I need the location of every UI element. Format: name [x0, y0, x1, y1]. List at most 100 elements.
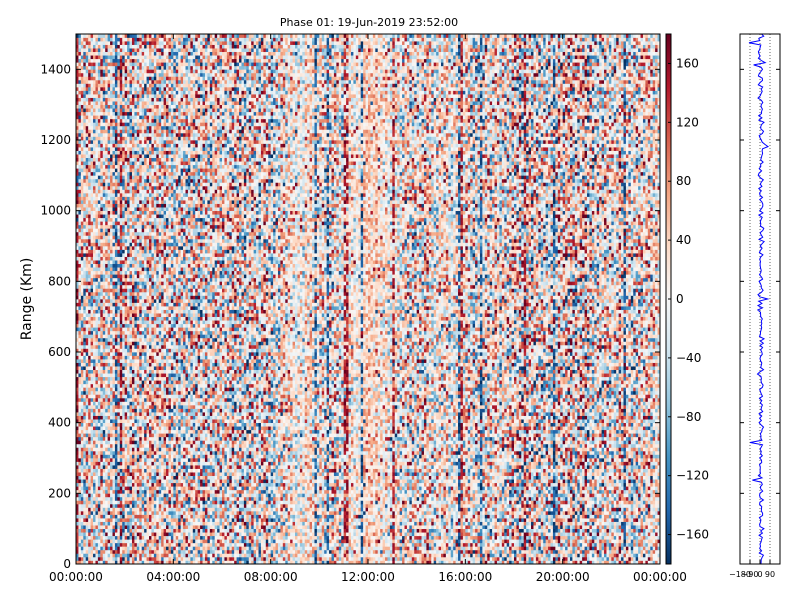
heatmap-cell	[114, 140, 118, 144]
heatmap-cell	[93, 521, 96, 526]
heatmap-cell	[80, 253, 84, 257]
heatmap-cell	[149, 330, 152, 335]
heatmap-cell	[110, 34, 113, 38]
heatmap-cell	[153, 34, 157, 38]
heatmap-cell	[144, 48, 147, 53]
heatmap-cell	[93, 553, 96, 558]
heatmap-cell	[88, 556, 91, 561]
heatmap-cell	[80, 210, 84, 215]
heatmap-cell	[80, 507, 84, 512]
heatmap-cell	[139, 203, 143, 208]
heatmap-cell	[146, 161, 150, 166]
heatmap-cell	[97, 210, 101, 215]
heatmap-cell	[97, 334, 101, 339]
heatmap-cell	[127, 150, 130, 155]
heatmap-cell	[90, 37, 94, 42]
heatmap-cell	[124, 62, 128, 67]
heatmap-cell	[153, 235, 157, 240]
heatmap-cell	[90, 228, 94, 233]
heatmap-cell	[85, 267, 89, 272]
heatmap-cell	[93, 436, 96, 441]
heatmap-cell	[76, 362, 79, 367]
heatmap-cell	[102, 320, 106, 325]
heatmap-cell	[85, 104, 89, 109]
heatmap-cell	[80, 341, 84, 346]
heatmap-cell	[105, 87, 108, 91]
heatmap-cell	[76, 263, 79, 268]
heatmap-cell	[124, 51, 128, 56]
heatmap-cell	[134, 157, 138, 162]
heatmap-cell	[136, 118, 140, 123]
heatmap-cell	[124, 521, 128, 526]
heatmap-cell	[144, 447, 147, 452]
heatmap-cell	[105, 397, 108, 402]
heatmap-cell	[85, 390, 89, 395]
heatmap-cell	[85, 482, 89, 487]
heatmap-cell	[117, 76, 121, 81]
heatmap-cell	[93, 69, 96, 74]
heatmap-cell	[141, 412, 145, 416]
heatmap-cell	[129, 171, 133, 176]
heatmap-cell	[97, 150, 101, 155]
heatmap-cell	[80, 97, 84, 102]
heatmap-cell	[122, 221, 126, 226]
heatmap-cell	[107, 344, 111, 349]
heatmap-cell	[131, 503, 135, 508]
heatmap-cell	[112, 55, 116, 60]
heatmap-cell	[78, 468, 82, 473]
heatmap-cell	[129, 136, 133, 141]
heatmap-cell	[102, 122, 106, 127]
heatmap-cell	[112, 323, 116, 328]
heatmap-cell	[156, 458, 160, 462]
heatmap-cell	[149, 281, 152, 286]
heatmap-cell	[110, 560, 113, 565]
heatmap-cell	[110, 253, 113, 257]
heatmap-cell	[141, 55, 145, 60]
heatmap-cell	[102, 436, 106, 441]
heatmap-cell	[122, 34, 126, 38]
heatmap-cell	[124, 79, 128, 84]
heatmap-cell	[127, 270, 130, 275]
heatmap-cell	[141, 253, 145, 257]
heatmap-cell	[146, 90, 150, 95]
heatmap-cell	[127, 313, 130, 318]
heatmap-cell	[141, 468, 145, 473]
heatmap-cell	[78, 161, 82, 166]
heatmap-cell	[114, 479, 118, 484]
heatmap-cell	[100, 369, 104, 374]
heatmap-cell	[119, 419, 123, 424]
heatmap-cell	[149, 496, 152, 501]
heatmap-cell	[131, 337, 135, 342]
heatmap-cell	[153, 465, 157, 469]
heatmap-cell	[119, 118, 123, 123]
heatmap-cell	[102, 546, 106, 551]
heatmap-cell	[90, 111, 94, 116]
heatmap-cell	[112, 263, 116, 268]
heatmap-cell	[127, 330, 130, 335]
heatmap-cell	[95, 546, 99, 551]
heatmap-cell	[136, 147, 140, 151]
heatmap-cell	[112, 503, 116, 508]
heatmap-cell	[139, 235, 143, 240]
heatmap-cell	[83, 122, 87, 127]
heatmap-cell	[100, 306, 104, 310]
heatmap-cell	[139, 115, 143, 120]
heatmap-cell	[153, 535, 157, 540]
heatmap-cell	[112, 79, 116, 84]
heatmap-cell	[141, 426, 145, 431]
heatmap-cell	[146, 553, 150, 558]
heatmap-cell	[100, 535, 104, 540]
heatmap-cell	[80, 397, 84, 402]
heatmap-cell	[83, 387, 87, 392]
heatmap-cell	[124, 334, 128, 339]
heatmap-cell	[141, 101, 145, 106]
heatmap-cell	[149, 355, 152, 360]
heatmap-cell	[139, 472, 143, 477]
heatmap-cell	[95, 150, 99, 155]
heatmap-cell	[149, 532, 152, 537]
heatmap-cell	[85, 178, 89, 183]
heatmap-cell	[149, 369, 152, 374]
heatmap-cell	[114, 383, 118, 388]
heatmap-cell	[134, 330, 138, 335]
heatmap-cell	[144, 200, 147, 204]
